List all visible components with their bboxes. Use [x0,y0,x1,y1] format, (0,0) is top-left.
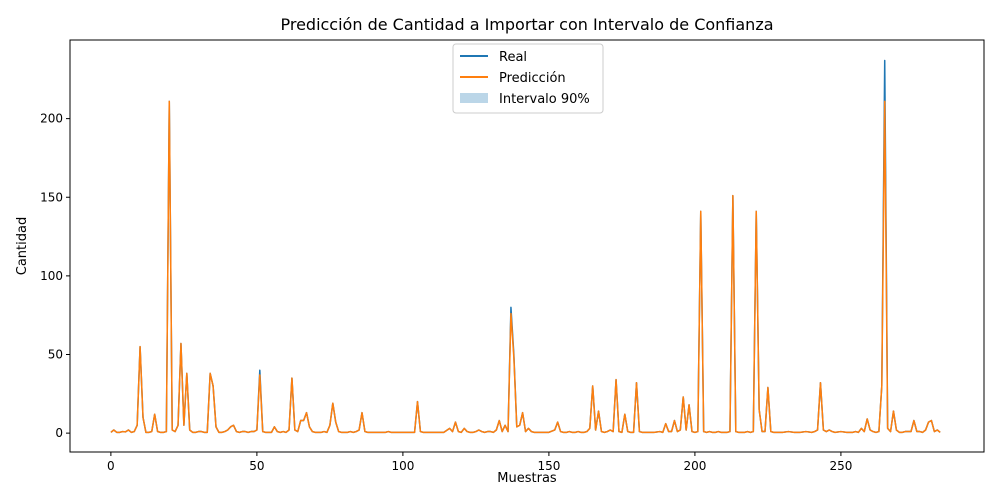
x-tick-label: 100 [391,459,414,473]
y-tick-label: 200 [40,112,63,126]
x-tick-label: 50 [249,459,264,473]
y-tick-label: 50 [48,348,63,362]
x-axis-label: Muestras [497,471,557,486]
y-tick-label: 0 [55,426,63,440]
series-line-prediction [110,100,941,434]
plot-frame [69,39,985,453]
x-tick-label: 200 [683,459,706,473]
legend: Real Predicción Intervalo 90% [452,43,604,114]
x-tick-label: 250 [829,459,852,473]
y-axis-label: Cantidad [15,217,30,275]
chart-title: Predicción de Cantidad a Importar con In… [280,15,773,34]
y-axis: 0 50 100 150 200 [40,112,70,440]
legend-swatch-interval [460,93,488,103]
legend-box [452,43,604,114]
series-layer [110,59,941,434]
legend-label-interval: Intervalo 90% [499,92,590,107]
y-tick-label: 100 [40,269,63,283]
y-tick-label: 150 [40,190,63,204]
x-axis: 0 50 100 150 200 250 [107,452,852,473]
x-tick-label: 150 [537,459,560,473]
x-tick-label: 0 [107,459,115,473]
legend-label-prediction: Predicción [499,71,566,86]
legend-label-real: Real [499,50,527,65]
